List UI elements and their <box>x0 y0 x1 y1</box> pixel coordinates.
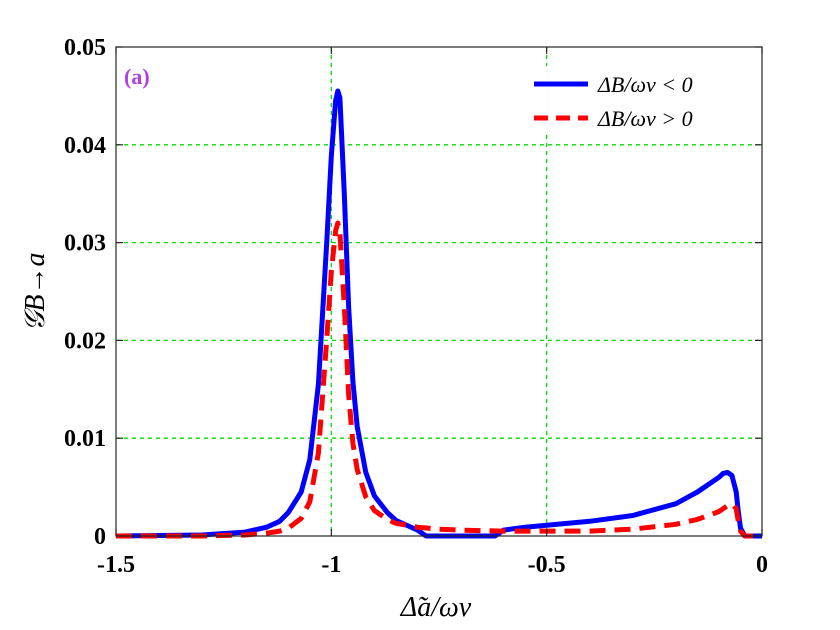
y-tick-label: 0.02 <box>64 328 106 354</box>
x-tick-label: -1 <box>321 552 341 578</box>
y-tick-label: 0.04 <box>64 133 106 159</box>
legend-label-series-2: ΔB/ων > 0 <box>597 106 693 131</box>
series-layer <box>115 88 762 539</box>
series-line-solid <box>115 88 762 539</box>
series-line-dashed <box>116 220 762 539</box>
panel-label: (a) <box>124 64 150 89</box>
legend-background <box>528 66 754 132</box>
y-tick-label: 0 <box>94 524 106 550</box>
tick-layer <box>115 46 763 537</box>
x-axis-title: Δ̃a/ων <box>400 592 472 623</box>
y-axis-title: 𝒢B→a <box>20 252 51 331</box>
plot-frame <box>115 46 763 537</box>
x-tick-label: -0.5 <box>528 552 566 578</box>
x-tick-label: -1.5 <box>97 552 135 578</box>
y-tick-label: 0.03 <box>64 231 106 257</box>
y-tick-label: 0.05 <box>64 35 106 61</box>
y-tick-label: 0.01 <box>64 426 106 452</box>
x-tick-label: 0 <box>756 552 768 578</box>
label-layer: -1.5 -1 -0.5 0 0 0.01 0.02 0.03 0.04 0.05 <box>64 35 768 578</box>
legend: ΔB/ων < 0 ΔB/ων > 0 <box>528 66 754 132</box>
legend-label-series-1: ΔB/ων < 0 <box>597 72 693 97</box>
